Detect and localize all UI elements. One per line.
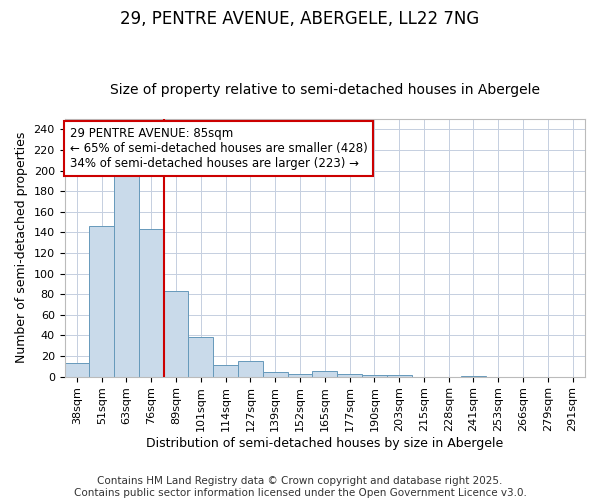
Bar — [313, 372, 337, 376]
Bar — [139, 230, 164, 376]
Bar — [188, 338, 213, 376]
Bar — [337, 374, 362, 376]
Bar — [213, 366, 238, 376]
Bar — [287, 374, 313, 376]
X-axis label: Distribution of semi-detached houses by size in Abergele: Distribution of semi-detached houses by … — [146, 437, 503, 450]
Title: Size of property relative to semi-detached houses in Abergele: Size of property relative to semi-detach… — [110, 83, 540, 97]
Bar — [387, 374, 412, 376]
Bar — [362, 374, 387, 376]
Text: 29, PENTRE AVENUE, ABERGELE, LL22 7NG: 29, PENTRE AVENUE, ABERGELE, LL22 7NG — [121, 10, 479, 28]
Text: 29 PENTRE AVENUE: 85sqm
← 65% of semi-detached houses are smaller (428)
34% of s: 29 PENTRE AVENUE: 85sqm ← 65% of semi-de… — [70, 126, 367, 170]
Bar — [263, 372, 287, 376]
Bar — [114, 174, 139, 376]
Bar — [238, 361, 263, 376]
Bar — [164, 291, 188, 376]
Y-axis label: Number of semi-detached properties: Number of semi-detached properties — [15, 132, 28, 364]
Text: Contains HM Land Registry data © Crown copyright and database right 2025.
Contai: Contains HM Land Registry data © Crown c… — [74, 476, 526, 498]
Bar — [65, 363, 89, 376]
Bar — [89, 226, 114, 376]
